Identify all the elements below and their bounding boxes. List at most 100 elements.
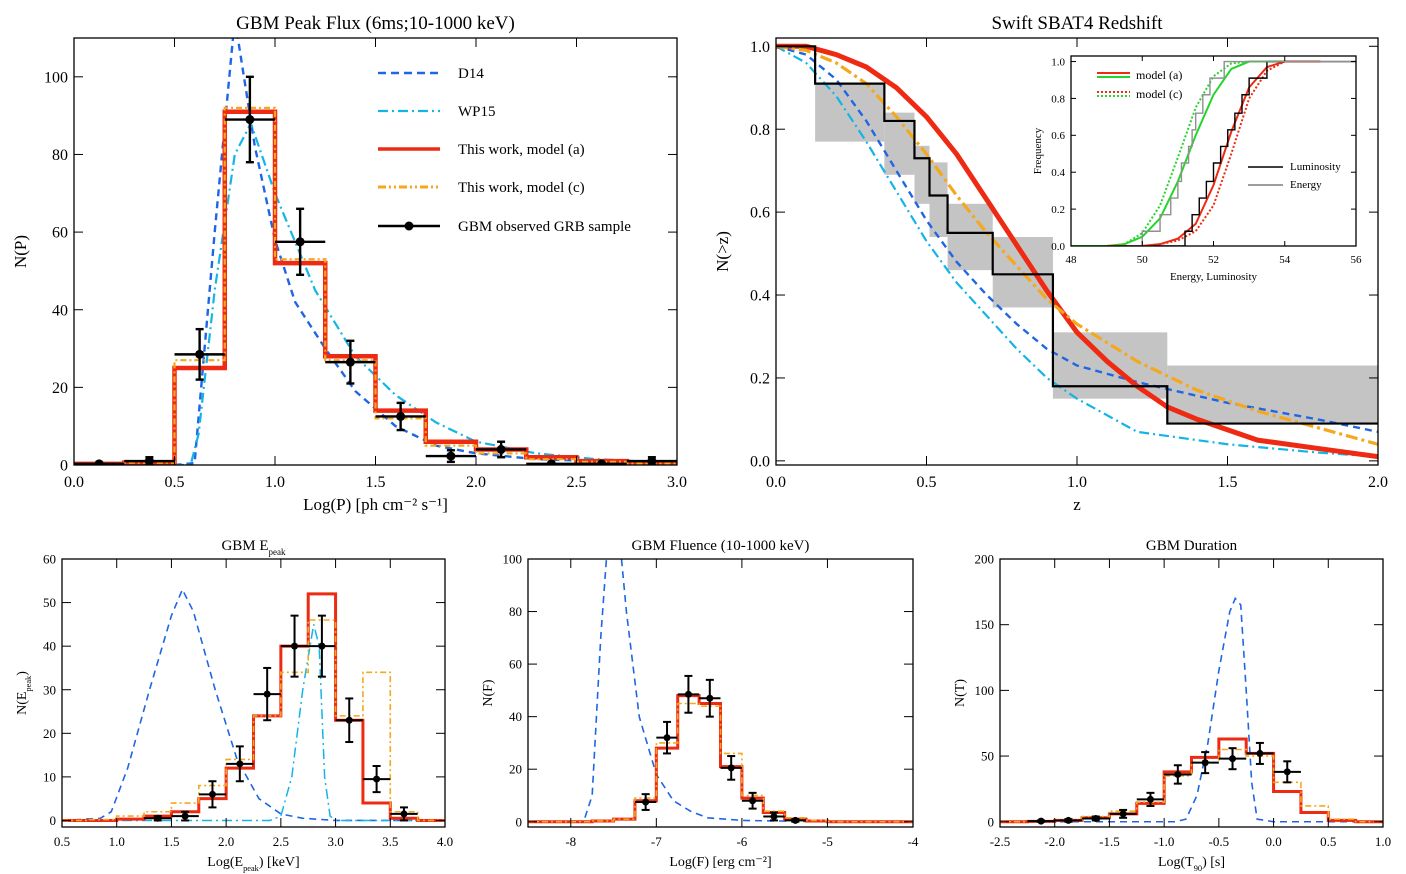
plot-frame xyxy=(61,558,446,828)
panel-peak: 0.0 0.5 1.0 1.5 2.0 2.5 3.0 0 20 40 60 80 100 GBM Pea… xyxy=(11,13,687,514)
data-point xyxy=(1174,770,1182,778)
chart-title: GBM Duration xyxy=(1146,538,1238,554)
y-tick-label: 0.8 xyxy=(750,122,770,139)
x-tick-label: 50 xyxy=(1137,254,1149,266)
data-point xyxy=(236,760,244,768)
y-tick-label: 1.0 xyxy=(750,39,770,56)
plot-area xyxy=(776,43,1378,460)
data-point xyxy=(291,642,299,650)
plot-area xyxy=(1071,60,1356,246)
y-tick-label: 30 xyxy=(43,682,56,697)
chart-title: Swift SBAT4 Redshift xyxy=(991,13,1163,34)
y-tick-label: 100 xyxy=(503,552,523,567)
series-line-d14 xyxy=(528,559,913,823)
data-point xyxy=(373,775,381,783)
y-tick-label: 20 xyxy=(43,726,56,741)
y-tick-label: 20 xyxy=(509,762,522,777)
data-point xyxy=(706,694,714,702)
y-tick-label: 200 xyxy=(975,552,995,567)
data-point xyxy=(94,459,104,465)
x-tick-label: 1.5 xyxy=(366,474,386,491)
y-tick-label: 60 xyxy=(52,225,68,242)
plot-area xyxy=(62,587,445,822)
y-tick-label: 0 xyxy=(988,814,995,829)
data-point xyxy=(295,237,305,247)
data-point xyxy=(1283,768,1291,776)
x-tick-label: 0.5 xyxy=(165,474,185,491)
data-point xyxy=(245,115,255,125)
x-tick-label: 2.0 xyxy=(218,834,234,849)
inset-background xyxy=(1071,56,1356,246)
x-tick-label: 0.5 xyxy=(1320,834,1336,849)
x-tick-label: 1.0 xyxy=(1375,834,1391,849)
data-point xyxy=(208,790,216,798)
inset-legend-label: model (a) xyxy=(1136,68,1182,82)
x-tick-label: 1.0 xyxy=(1067,474,1087,491)
data-point xyxy=(791,816,799,824)
inset-legend-label: Luminosity xyxy=(1290,161,1341,173)
data-point xyxy=(597,459,607,465)
data-point xyxy=(1119,810,1127,818)
y-tick-label: 60 xyxy=(43,552,56,567)
y-tick-label: 50 xyxy=(981,749,994,764)
x-tick-label: 3.5 xyxy=(382,834,398,849)
data-point xyxy=(181,812,189,820)
x-tick-label: 2.5 xyxy=(273,834,289,849)
x-tick-label: 54 xyxy=(1279,254,1291,266)
uncertainty-band xyxy=(914,145,930,204)
series-line-this-work-model-a- xyxy=(74,109,677,465)
data-point xyxy=(318,642,326,650)
x-tick-label: 1.5 xyxy=(163,834,179,849)
data-point xyxy=(144,456,154,465)
chart-title: GBM Epeak xyxy=(221,538,286,557)
x-axis-label: Log(T90) [s] xyxy=(1158,855,1225,873)
x-tick-label: -7 xyxy=(651,834,662,849)
series-line-swift-sbat4-observed xyxy=(776,45,1378,425)
y-axis-label: Frequency xyxy=(1032,127,1044,174)
legend: D14 WP15 This work, model (a) This work, mo… xyxy=(378,66,631,235)
x-tick-label: -2.5 xyxy=(990,834,1011,849)
x-tick-label: 0.5 xyxy=(917,474,937,491)
y-tick-label: 0 xyxy=(60,458,68,475)
series-line-this-work-model-a- xyxy=(1000,737,1383,824)
legend-label-WP15: WP15 xyxy=(458,104,496,120)
data-point xyxy=(546,459,556,465)
series-line-energy xyxy=(1128,60,1356,246)
data-point xyxy=(1146,795,1154,803)
chart-title: GBM Fluence (10-1000 keV) xyxy=(632,538,810,554)
y-tick-label: 0.6 xyxy=(750,205,770,222)
x-tick-label: 0.0 xyxy=(766,474,786,491)
x-tick-label: 0.5 xyxy=(54,834,70,849)
data-point xyxy=(400,810,408,818)
y-tick-label: 40 xyxy=(52,302,68,319)
x-tick-label: -1.0 xyxy=(1154,834,1175,849)
x-tick-label: 4.0 xyxy=(437,834,453,849)
data-point xyxy=(263,690,271,698)
observed-series xyxy=(1027,741,1301,825)
x-tick-label: 1.0 xyxy=(109,834,125,849)
x-axis-label: Log(F) [erg cm⁻²] xyxy=(669,855,771,870)
y-tick-label: 20 xyxy=(52,380,68,397)
data-point xyxy=(1256,749,1264,757)
x-tick-label: 56 xyxy=(1351,254,1363,266)
data-point xyxy=(727,764,735,772)
y-tick-label: 1.0 xyxy=(1051,56,1065,68)
observed-series xyxy=(144,614,418,822)
y-tick-label: 80 xyxy=(52,147,68,164)
data-point xyxy=(345,357,355,367)
legend-label-model_a: This work, model (a) xyxy=(458,142,585,158)
y-tick-label: 150 xyxy=(975,617,995,632)
series-line-luminosity xyxy=(1152,60,1356,246)
data-point xyxy=(684,690,692,698)
uncertainty-band xyxy=(1167,365,1378,424)
y-axis-label: N(Epeak) xyxy=(15,671,33,715)
x-tick-label: -8 xyxy=(565,834,576,849)
x-tick-label: 2.0 xyxy=(466,474,486,491)
y-axis-label: N(P) xyxy=(11,235,30,268)
y-tick-label: 100 xyxy=(975,683,995,698)
x-axis-label: Log(P) [ph cm⁻² s⁻¹] xyxy=(303,495,448,514)
x-tick-label: 52 xyxy=(1208,254,1219,266)
panel-duration: -2.5 -2.0 -1.5 -1.0 -0.5 0.0 0.5 1.0 0 50 100 150 20… xyxy=(953,538,1391,873)
x-tick-label: 1.0 xyxy=(265,474,285,491)
